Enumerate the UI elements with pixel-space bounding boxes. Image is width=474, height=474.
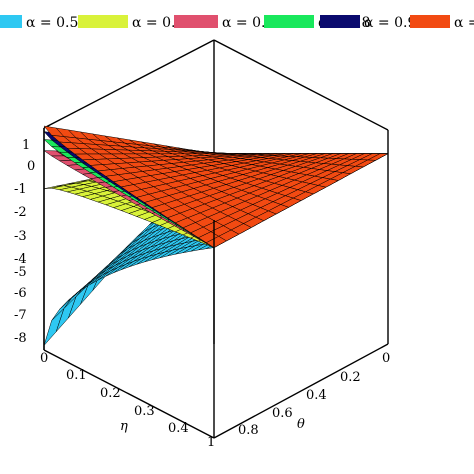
- theta-tick-0.2: 0.2: [340, 370, 361, 385]
- z-tick-neg2: -2: [14, 205, 27, 220]
- legend-label-alpha-0.7: α = 0.7: [222, 15, 274, 31]
- theta-tick-1: 1: [207, 435, 215, 450]
- bounding-box-front: [43, 220, 389, 439]
- z-tick-neg3: -3: [14, 229, 27, 244]
- eta-axis: 0 0.1 0.2 0.3 0.4 η: [40, 351, 189, 436]
- eta-tick-0.1: 0.1: [66, 368, 87, 383]
- legend-swatch-alpha-1: [410, 15, 450, 28]
- surfaces: [43, 125, 389, 346]
- z-tick-0: 0: [27, 159, 35, 174]
- theta-tick-0: 0: [382, 351, 390, 366]
- eta-tick-0.3: 0.3: [134, 404, 155, 419]
- legend-swatch-alpha-0.8: [264, 15, 314, 28]
- legend-swatch-alpha-0.7: [174, 15, 218, 28]
- theta-tick-0.6: 0.6: [272, 406, 293, 421]
- theta-tick-0.4: 0.4: [306, 388, 327, 403]
- legend-label-alpha-0.5: α = 0.5: [26, 15, 78, 31]
- legend-label-alpha-1: α = 1: [454, 15, 474, 31]
- z-tick-neg4: -4: [14, 252, 27, 267]
- z-tick-neg5: -5: [14, 265, 27, 280]
- theta-axis: 0 0.2 0.4 0.6 0.8 1 θ: [207, 351, 390, 450]
- surface-1: [43, 125, 389, 248]
- legend-label-alpha-0.6: α = 0.6: [132, 15, 184, 31]
- z-axis: 1 0 -1 -2 -3 -4 -5 -6 -7 -8: [14, 128, 45, 350]
- z-tick-neg8: -8: [14, 331, 27, 346]
- z-tick-1: 1: [22, 138, 30, 153]
- eta-tick-0.4: 0.4: [168, 421, 189, 436]
- z-tick-neg6: -6: [14, 286, 27, 301]
- theta-tick-0.8: 0.8: [238, 423, 259, 438]
- eta-tick-0.2: 0.2: [100, 386, 121, 401]
- legend-swatch-alpha-0.6: [78, 15, 128, 28]
- z-tick-neg7: -7: [14, 308, 27, 323]
- z-tick-neg1: -1: [14, 182, 27, 197]
- legend: α = 0.5 α = 0.6 α = 0.7 α = 0.8 α = 0.9 …: [0, 15, 474, 31]
- legend-swatch-alpha-0.9: [320, 15, 360, 28]
- eta-tick-0: 0: [40, 351, 48, 366]
- legend-label-alpha-0.9: α = 0.9: [364, 15, 416, 31]
- legend-swatch-alpha-0.5: [0, 15, 22, 28]
- theta-axis-label: θ: [297, 417, 305, 432]
- eta-axis-label: η: [120, 419, 128, 434]
- surface-cell: [43, 308, 65, 346]
